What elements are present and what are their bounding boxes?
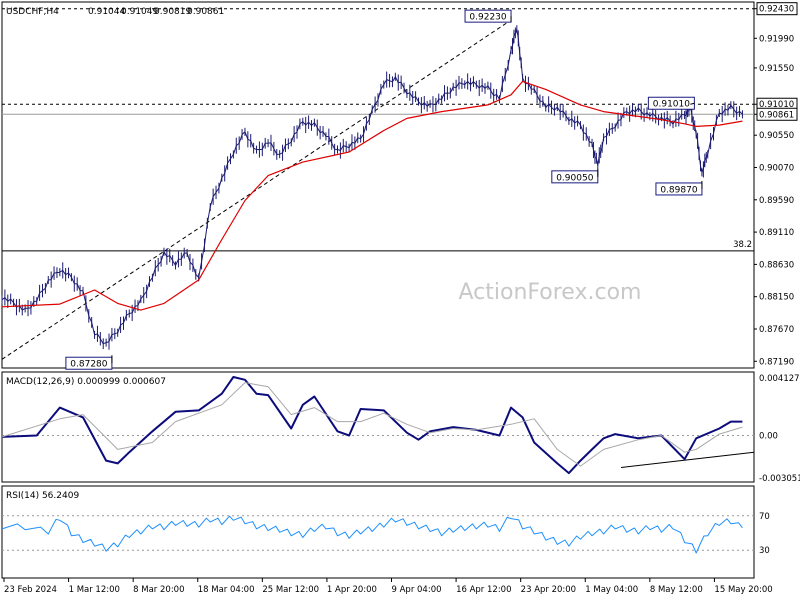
- annotation-2: 0.90050: [551, 168, 599, 184]
- xtick-4: 25 Mar 12:00: [261, 578, 319, 595]
- rsi-panel: [1, 485, 755, 579]
- xtick-11: 15 May 20:00: [713, 578, 773, 595]
- trendlines: [1, 19, 755, 468]
- xtick-label-1: 1 Mar 12:00: [69, 585, 120, 595]
- price-ytick-label-5: 0.90550: [759, 131, 794, 141]
- annotation-text-0: 0.92230: [469, 13, 506, 23]
- rsi-ytick-label-0: 70: [759, 512, 770, 522]
- xtick-label-4: 25 Mar 12:00: [262, 585, 319, 595]
- xtick-3: 18 Mar 04:00: [197, 578, 255, 595]
- price-annotations: 0.92230 0.91010 0.90050 0.89870 0.87280: [65, 9, 703, 370]
- price-ytick-label-2: 0.91550: [759, 64, 794, 74]
- price-ytick-11: 0.87670: [754, 325, 794, 335]
- macd-ytick-label-2: -0.003051: [759, 474, 800, 484]
- price-ytick-box-4: [756, 107, 798, 121]
- xtick-label-0: 23 Feb 2024: [4, 585, 57, 595]
- rsi-series: [1, 515, 754, 554]
- rsi-title: RSI(14) 56.2409: [6, 491, 79, 501]
- price-ytick-label-10: 0.88150: [759, 293, 794, 303]
- price-header-symbol: USDCHF,H4: [6, 7, 59, 17]
- level-label-3: 38.2: [733, 240, 752, 250]
- xtick-label-11: 15 May 20:00: [714, 585, 772, 595]
- price-ytick-0: 0.92430: [754, 2, 798, 16]
- price-ytick-label-6: 0.90070: [759, 163, 794, 173]
- xtick-label-2: 8 Mar 20:00: [133, 585, 184, 595]
- xtick-5: 1 Apr 20:00: [326, 578, 377, 595]
- macd-panel: [1, 371, 755, 483]
- xtick-label-6: 9 Apr 04:00: [392, 585, 442, 595]
- price-trendline: [1, 19, 512, 360]
- price-ytick-3: 0.91010: [754, 97, 798, 111]
- price-ytick-label-11: 0.87670: [759, 325, 794, 335]
- annotation-leader-1: [690, 102, 695, 105]
- price-series: [1, 25, 743, 350]
- macd-series: [1, 376, 754, 475]
- price-ytick-label-3: 0.91010: [759, 100, 794, 110]
- price-ytick-9: 0.88630: [754, 260, 794, 270]
- xtick-label-7: 16 Apr 12:00: [456, 585, 511, 595]
- rsi-ytick-label-1: 30: [759, 546, 770, 556]
- xtick-label-3: 18 Mar 04:00: [198, 585, 255, 595]
- annotation-4: 0.87280: [65, 355, 113, 370]
- price-ytick-4: 0.90861: [754, 107, 798, 121]
- annotation-text-1: 0.91010: [653, 100, 690, 110]
- macd-signal-line: [1, 382, 743, 467]
- price-ytick-box-0: [756, 2, 798, 16]
- price-header-low: 0.90819: [154, 7, 191, 17]
- price-header-close: 0.90861: [187, 7, 224, 17]
- price-ytick-label-1: 0.91990: [759, 34, 794, 44]
- price-ytick-label-7: 0.89590: [759, 196, 794, 206]
- price-ytick-1: 0.91990: [754, 34, 794, 44]
- price-ytick-8: 0.89110: [754, 228, 794, 238]
- rsi-line: [1, 515, 743, 554]
- price-line: [1, 28, 743, 345]
- xtick-10: 8 May 12:00: [649, 578, 703, 595]
- price-ytick-label-0: 0.92430: [759, 5, 794, 15]
- macd-title: MACD(12,26,9) 0.000999 0.000607: [6, 377, 166, 387]
- price-ytick-5: 0.90550: [754, 131, 794, 141]
- xtick-label-10: 8 May 12:00: [650, 585, 703, 595]
- annotation-text-2: 0.90050: [556, 173, 593, 183]
- price-ytick-6: 0.90070: [754, 163, 794, 173]
- horizontal-levels: 38.2: [2, 8, 754, 252]
- moving-average: [1, 80, 743, 311]
- xtick-0: 23 Feb 2024: [3, 578, 57, 595]
- xtick-9: 1 May 04:00: [584, 578, 638, 595]
- price-ytick-10: 0.88150: [754, 293, 794, 303]
- watermark: ActionForex.com: [459, 280, 642, 305]
- xtick-label-9: 1 May 04:00: [585, 585, 638, 595]
- price-ytick-2: 0.91550: [754, 64, 794, 74]
- price-ytick-label-12: 0.87190: [759, 357, 794, 367]
- x-axis-labels: 23 Feb 2024 1 Mar 12:00 8 Mar 20:00 18 Mar …: [3, 578, 773, 595]
- price-header-high: 0.91049: [121, 7, 158, 17]
- price-header-open: 0.91044: [88, 7, 125, 17]
- xtick-8: 23 Apr 20:00: [520, 578, 576, 595]
- xtick-2: 8 Mar 20:00: [132, 578, 185, 595]
- price-ytick-label-9: 0.88630: [759, 260, 794, 270]
- annotation-text-4: 0.87280: [70, 360, 107, 370]
- macd-ytick-label-1: 0.00: [759, 431, 778, 441]
- xtick-7: 16 Apr 12:00: [455, 578, 512, 595]
- price-ytick-label-4: 0.90861: [759, 110, 794, 120]
- xtick-label-8: 23 Apr 20:00: [521, 585, 576, 595]
- macd-ytick-label-0: 0.004127: [759, 374, 800, 384]
- price-ytick-12: 0.87190: [754, 357, 794, 367]
- annotation-0: 0.92230: [464, 9, 512, 23]
- annotation-text-3: 0.89870: [660, 185, 697, 195]
- price-ytick-7: 0.89590: [754, 196, 794, 206]
- xtick-1: 1 Mar 12:00: [68, 578, 120, 595]
- xtick-label-5: 1 Apr 20:00: [327, 585, 377, 595]
- macd-trendline: [620, 451, 755, 468]
- annotation-1: 0.91010: [647, 96, 695, 110]
- price-ytick-label-8: 0.89110: [759, 228, 794, 238]
- annotation-3: 0.89870: [655, 180, 703, 196]
- xtick-6: 9 Apr 04:00: [391, 578, 442, 595]
- price-panel: [1, 1, 755, 369]
- ma-line: [1, 80, 743, 311]
- macd-main-line: [1, 376, 743, 475]
